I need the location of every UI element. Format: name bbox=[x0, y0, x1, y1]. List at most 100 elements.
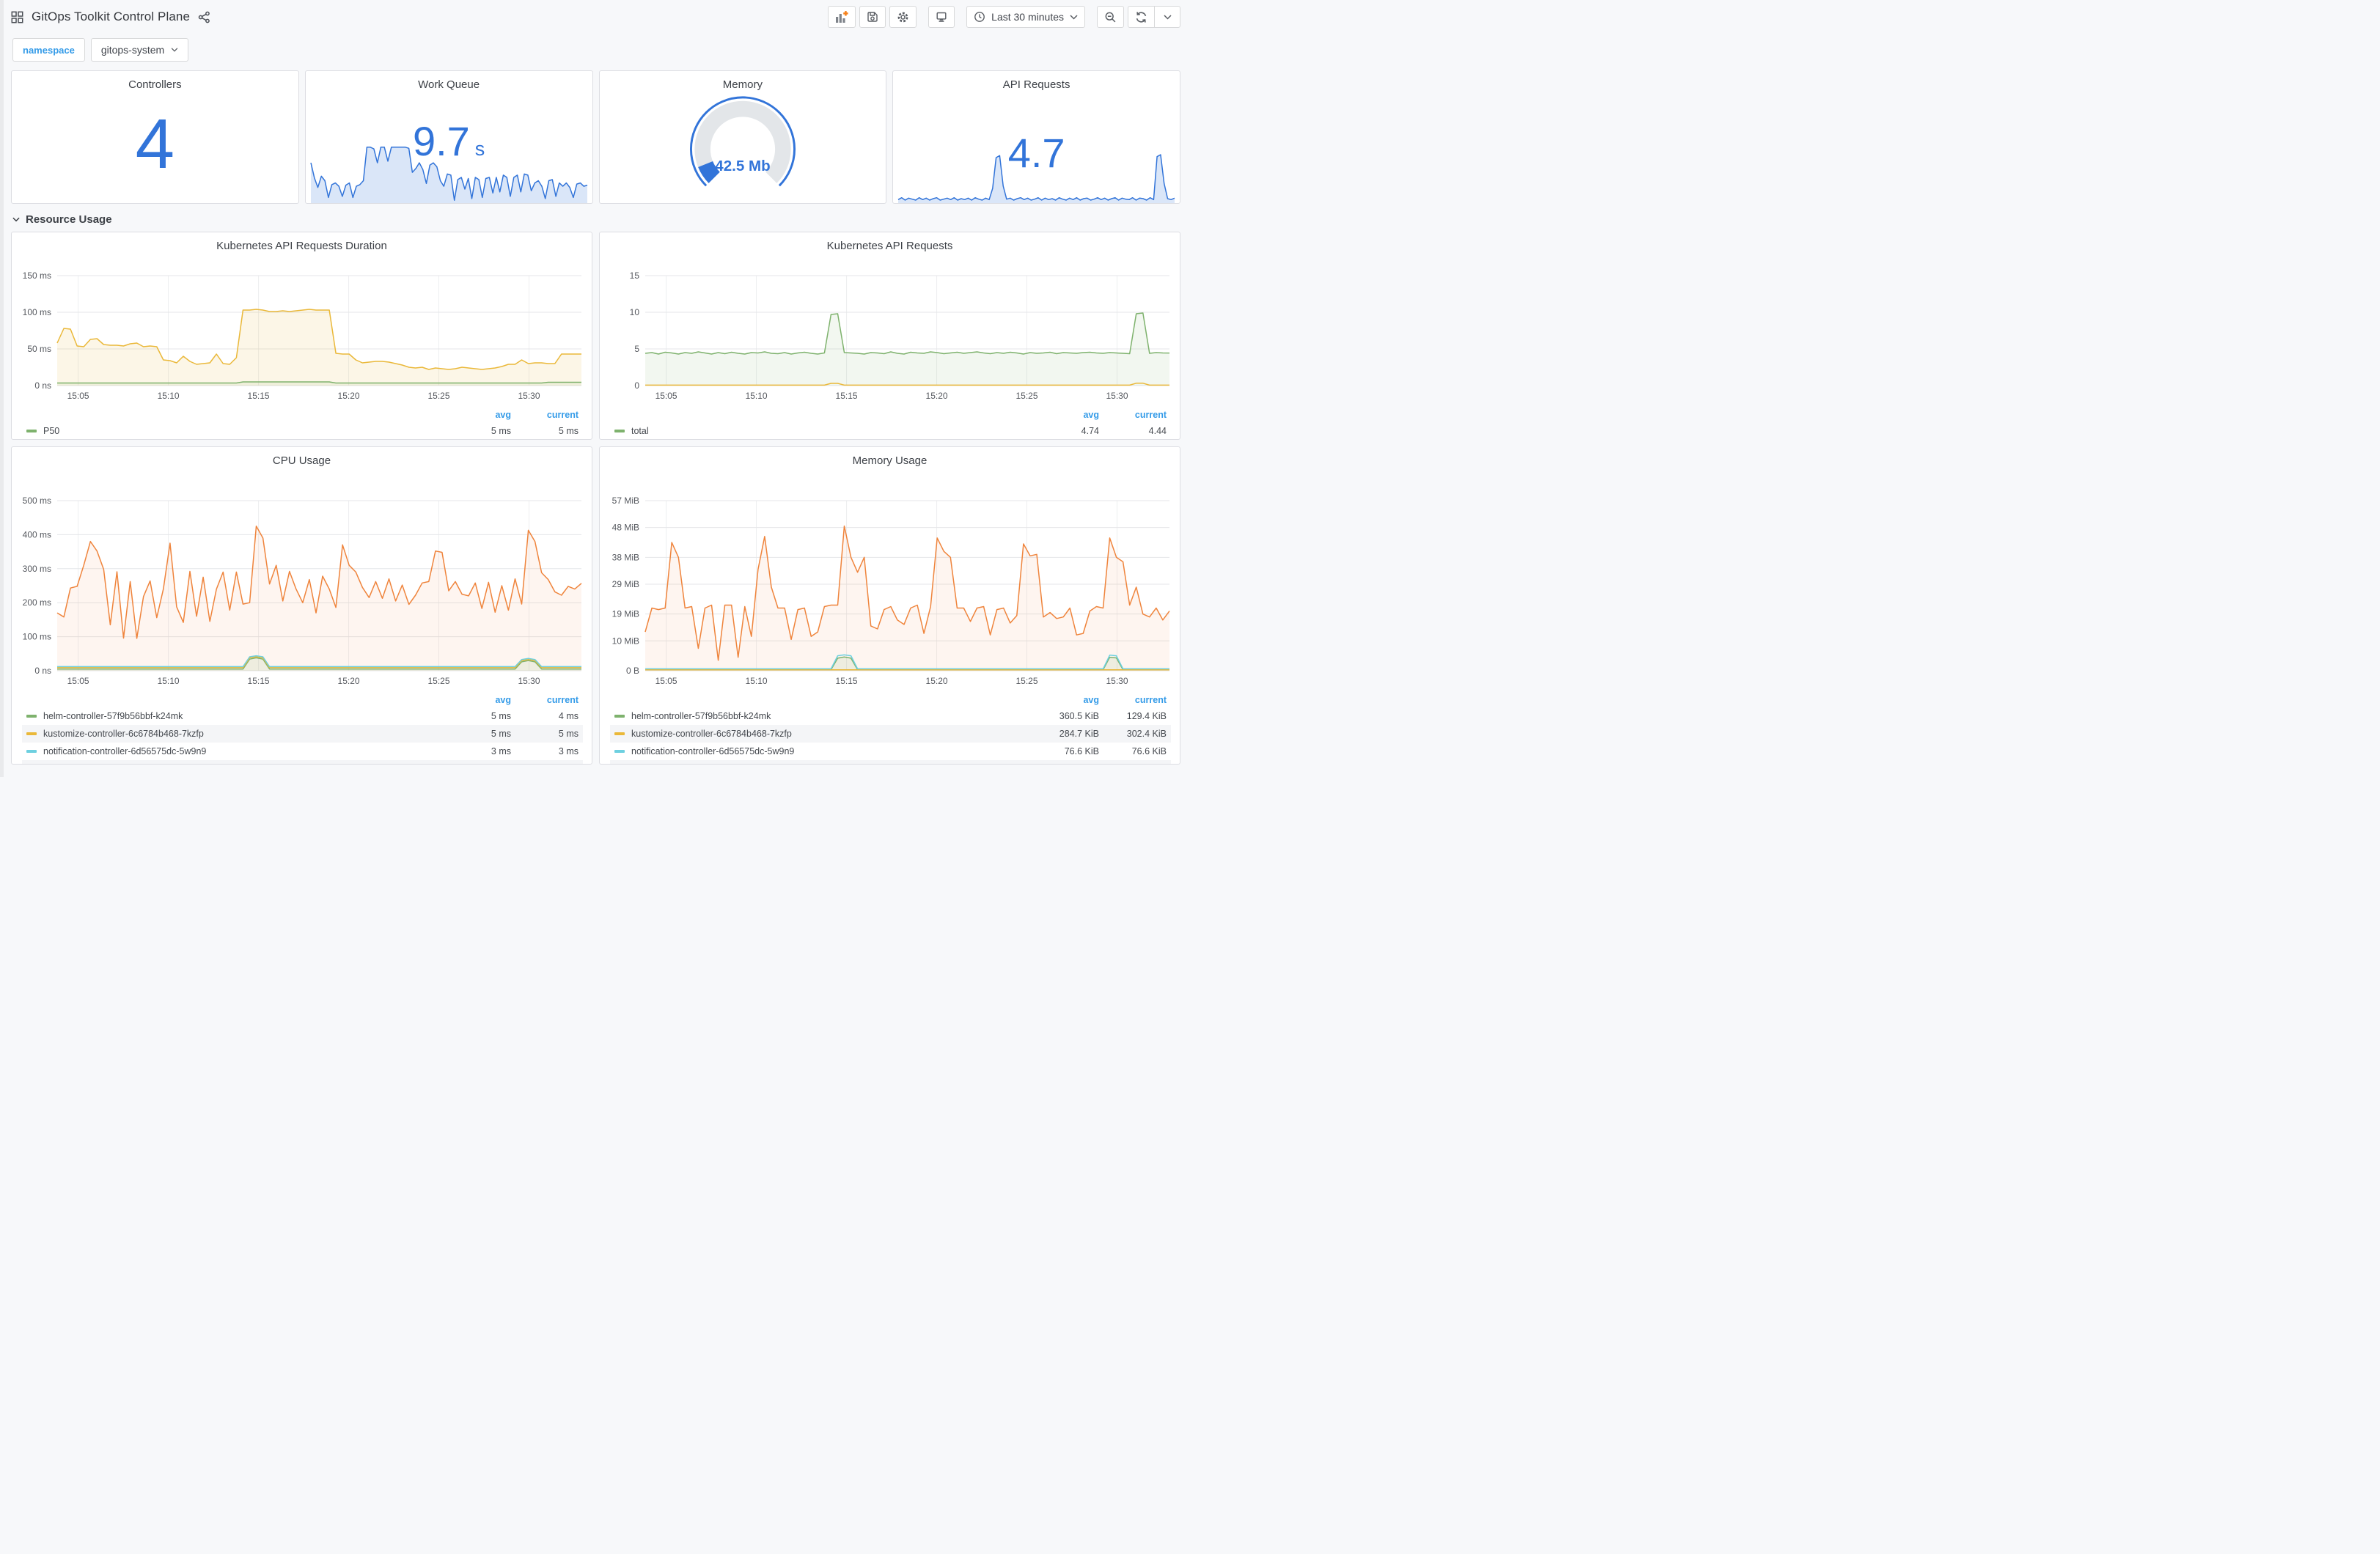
cpu-legend: avg current helm-controller-57f9b56bbf-k24… bbox=[22, 693, 583, 765]
series-label[interactable]: helm-controller-57f9b56bbf-k24mk bbox=[631, 711, 771, 721]
legend-row: total 4.74 4.44 bbox=[610, 422, 1171, 439]
panel-title[interactable]: Kubernetes API Requests bbox=[826, 240, 953, 252]
toolbar: Last 30 minutes bbox=[828, 6, 1180, 28]
panel-title[interactable]: Controllers bbox=[128, 78, 182, 91]
svg-text:15:20: 15:20 bbox=[338, 676, 360, 686]
series-avg: 284.7 KiB bbox=[1059, 729, 1099, 739]
legend-sort-current[interactable]: current bbox=[1134, 695, 1167, 705]
legend-sort-current[interactable]: current bbox=[546, 410, 579, 420]
legend-sort-avg[interactable]: avg bbox=[1083, 410, 1099, 420]
legend-header: avg current bbox=[610, 693, 1171, 707]
svg-text:15:05: 15:05 bbox=[67, 391, 89, 401]
template-variables: namespace gitops-system bbox=[11, 34, 1180, 70]
panel-api-requests: API Requests 4.7 bbox=[892, 70, 1180, 204]
panel-title[interactable]: Work Queue bbox=[418, 78, 480, 91]
chevron-down-icon bbox=[171, 48, 178, 52]
svg-text:57 MiB: 57 MiB bbox=[612, 496, 639, 506]
panel-title[interactable]: Memory Usage bbox=[852, 454, 928, 467]
svg-text:15:25: 15:25 bbox=[428, 391, 450, 401]
save-dashboard-button[interactable] bbox=[859, 6, 886, 28]
series-avg: 76.6 KiB bbox=[1064, 746, 1099, 756]
zoom-out-icon bbox=[1104, 11, 1117, 23]
series-label[interactable]: notification-controller-6d56575dc-5w9n9 bbox=[631, 746, 795, 756]
series-label[interactable]: P50 bbox=[43, 426, 60, 436]
series-current: 5 ms bbox=[558, 426, 579, 436]
refresh-interval-button[interactable] bbox=[1154, 7, 1180, 27]
namespace-value: gitops-system bbox=[100, 44, 165, 56]
tv-mode-button[interactable] bbox=[928, 6, 955, 28]
svg-text:15:15: 15:15 bbox=[248, 676, 270, 686]
series-label[interactable]: kustomize-controller-6c6784b468-7kzfp bbox=[43, 729, 204, 739]
svg-text:42.5 Mb: 42.5 Mb bbox=[715, 158, 770, 174]
svg-text:15:10: 15:10 bbox=[746, 391, 768, 401]
svg-text:15:15: 15:15 bbox=[248, 391, 270, 401]
svg-text:15:25: 15:25 bbox=[1016, 391, 1038, 401]
share-icon[interactable] bbox=[198, 11, 210, 23]
clock-icon bbox=[974, 11, 985, 23]
svg-text:150 ms: 150 ms bbox=[23, 270, 51, 281]
svg-text:10 MiB: 10 MiB bbox=[612, 636, 639, 646]
series-current: 4.44 bbox=[1148, 426, 1167, 436]
cpu-chart[interactable]: 15:05 15:10 15:15 15:20 15:25 15:30 0 ns 100 ms… bbox=[16, 496, 587, 690]
series-current: 129.4 KiB bbox=[1126, 711, 1167, 721]
memory-chart[interactable]: 15:05 15:10 15:15 15:20 15:25 15:30 0 B 10 MiB 1… bbox=[604, 496, 1175, 690]
refresh-button[interactable] bbox=[1128, 7, 1154, 27]
series-label[interactable]: notification-controller-6d56575dc-5w9n9 bbox=[43, 746, 207, 756]
series-color-swatch bbox=[26, 750, 37, 753]
time-range-picker[interactable]: Last 30 minutes bbox=[966, 6, 1085, 28]
page-title: GitOps Toolkit Control Plane bbox=[32, 10, 191, 23]
legend-header: avg current bbox=[22, 693, 583, 707]
legend-row: kustomize-controller-6c6784b468-7kzfp 284… bbox=[610, 725, 1171, 743]
svg-text:15:05: 15:05 bbox=[67, 676, 89, 686]
chevron-down-icon bbox=[1163, 14, 1172, 20]
svg-text:48 MiB: 48 MiB bbox=[612, 523, 639, 533]
graph-row-2: CPU Usage 15:05 15:10 15:15 15:20 15:25 15:30… bbox=[11, 446, 1180, 765]
panel-title[interactable]: Kubernetes API Requests Duration bbox=[216, 240, 387, 252]
add-panel-button[interactable] bbox=[828, 6, 856, 28]
series-label[interactable]: source-controller-7fb84fc985-zvsz8 bbox=[631, 764, 1032, 765]
svg-text:15:05: 15:05 bbox=[655, 391, 677, 401]
series-label[interactable]: helm-controller-57f9b56bbf-k24mk bbox=[43, 711, 183, 721]
add-panel-icon bbox=[835, 10, 848, 23]
requests-chart[interactable]: 15:05 15:10 15:15 15:20 15:25 15:30 0 5 10 15 bbox=[604, 270, 1175, 405]
gear-icon bbox=[897, 11, 909, 23]
row-resource-usage[interactable]: Resource Usage bbox=[11, 204, 1180, 232]
series-color-swatch bbox=[614, 750, 625, 753]
duration-chart[interactable]: 15:05 15:10 15:15 15:20 15:25 15:30 0 ns 50 ms 1… bbox=[16, 270, 587, 405]
legend-sort-current[interactable]: current bbox=[1134, 410, 1167, 420]
zoom-out-button[interactable] bbox=[1097, 6, 1124, 28]
legend-row: notification-controller-6d56575dc-5w9n9 3… bbox=[22, 743, 583, 760]
controllers-value: 4 bbox=[135, 105, 175, 183]
panel-title[interactable]: CPU Usage bbox=[272, 454, 331, 467]
svg-text:100 ms: 100 ms bbox=[23, 307, 51, 317]
series-current: 302.4 KiB bbox=[1126, 729, 1167, 739]
panel-title[interactable]: Memory bbox=[722, 78, 763, 91]
legend-sort-avg[interactable]: avg bbox=[495, 695, 511, 705]
legend-header: avg current bbox=[22, 408, 583, 422]
refresh-icon bbox=[1135, 11, 1147, 23]
series-label[interactable]: total bbox=[631, 426, 649, 436]
panel-title[interactable]: API Requests bbox=[1002, 78, 1070, 91]
svg-text:0 ns: 0 ns bbox=[34, 380, 51, 391]
namespace-dropdown[interactable]: gitops-system bbox=[90, 38, 189, 62]
dashboard-settings-button[interactable] bbox=[889, 6, 917, 28]
legend-sort-current[interactable]: current bbox=[546, 695, 579, 705]
series-avg: 360.5 KiB bbox=[1059, 711, 1099, 721]
svg-text:38 MiB: 38 MiB bbox=[612, 552, 639, 562]
series-avg: 3 ms bbox=[491, 746, 511, 756]
legend-sort-avg[interactable]: avg bbox=[1083, 695, 1099, 705]
svg-text:15: 15 bbox=[630, 270, 640, 281]
svg-text:15:30: 15:30 bbox=[1106, 391, 1128, 401]
svg-text:15:15: 15:15 bbox=[836, 676, 858, 686]
series-color-swatch bbox=[614, 732, 625, 735]
series-label[interactable]: source-controller-7fb84fc985-zvsz8 bbox=[43, 764, 444, 765]
svg-text:15:30: 15:30 bbox=[518, 391, 540, 401]
legend-sort-avg[interactable]: avg bbox=[495, 410, 511, 420]
svg-text:15:10: 15:10 bbox=[746, 676, 768, 686]
legend-header: avg current bbox=[610, 408, 1171, 422]
series-label[interactable]: kustomize-controller-6c6784b468-7kzfp bbox=[631, 729, 792, 739]
svg-text:15:30: 15:30 bbox=[518, 676, 540, 686]
legend-row: kustomize-controller-6c6784b468-7kzfp 5 m… bbox=[22, 725, 583, 743]
